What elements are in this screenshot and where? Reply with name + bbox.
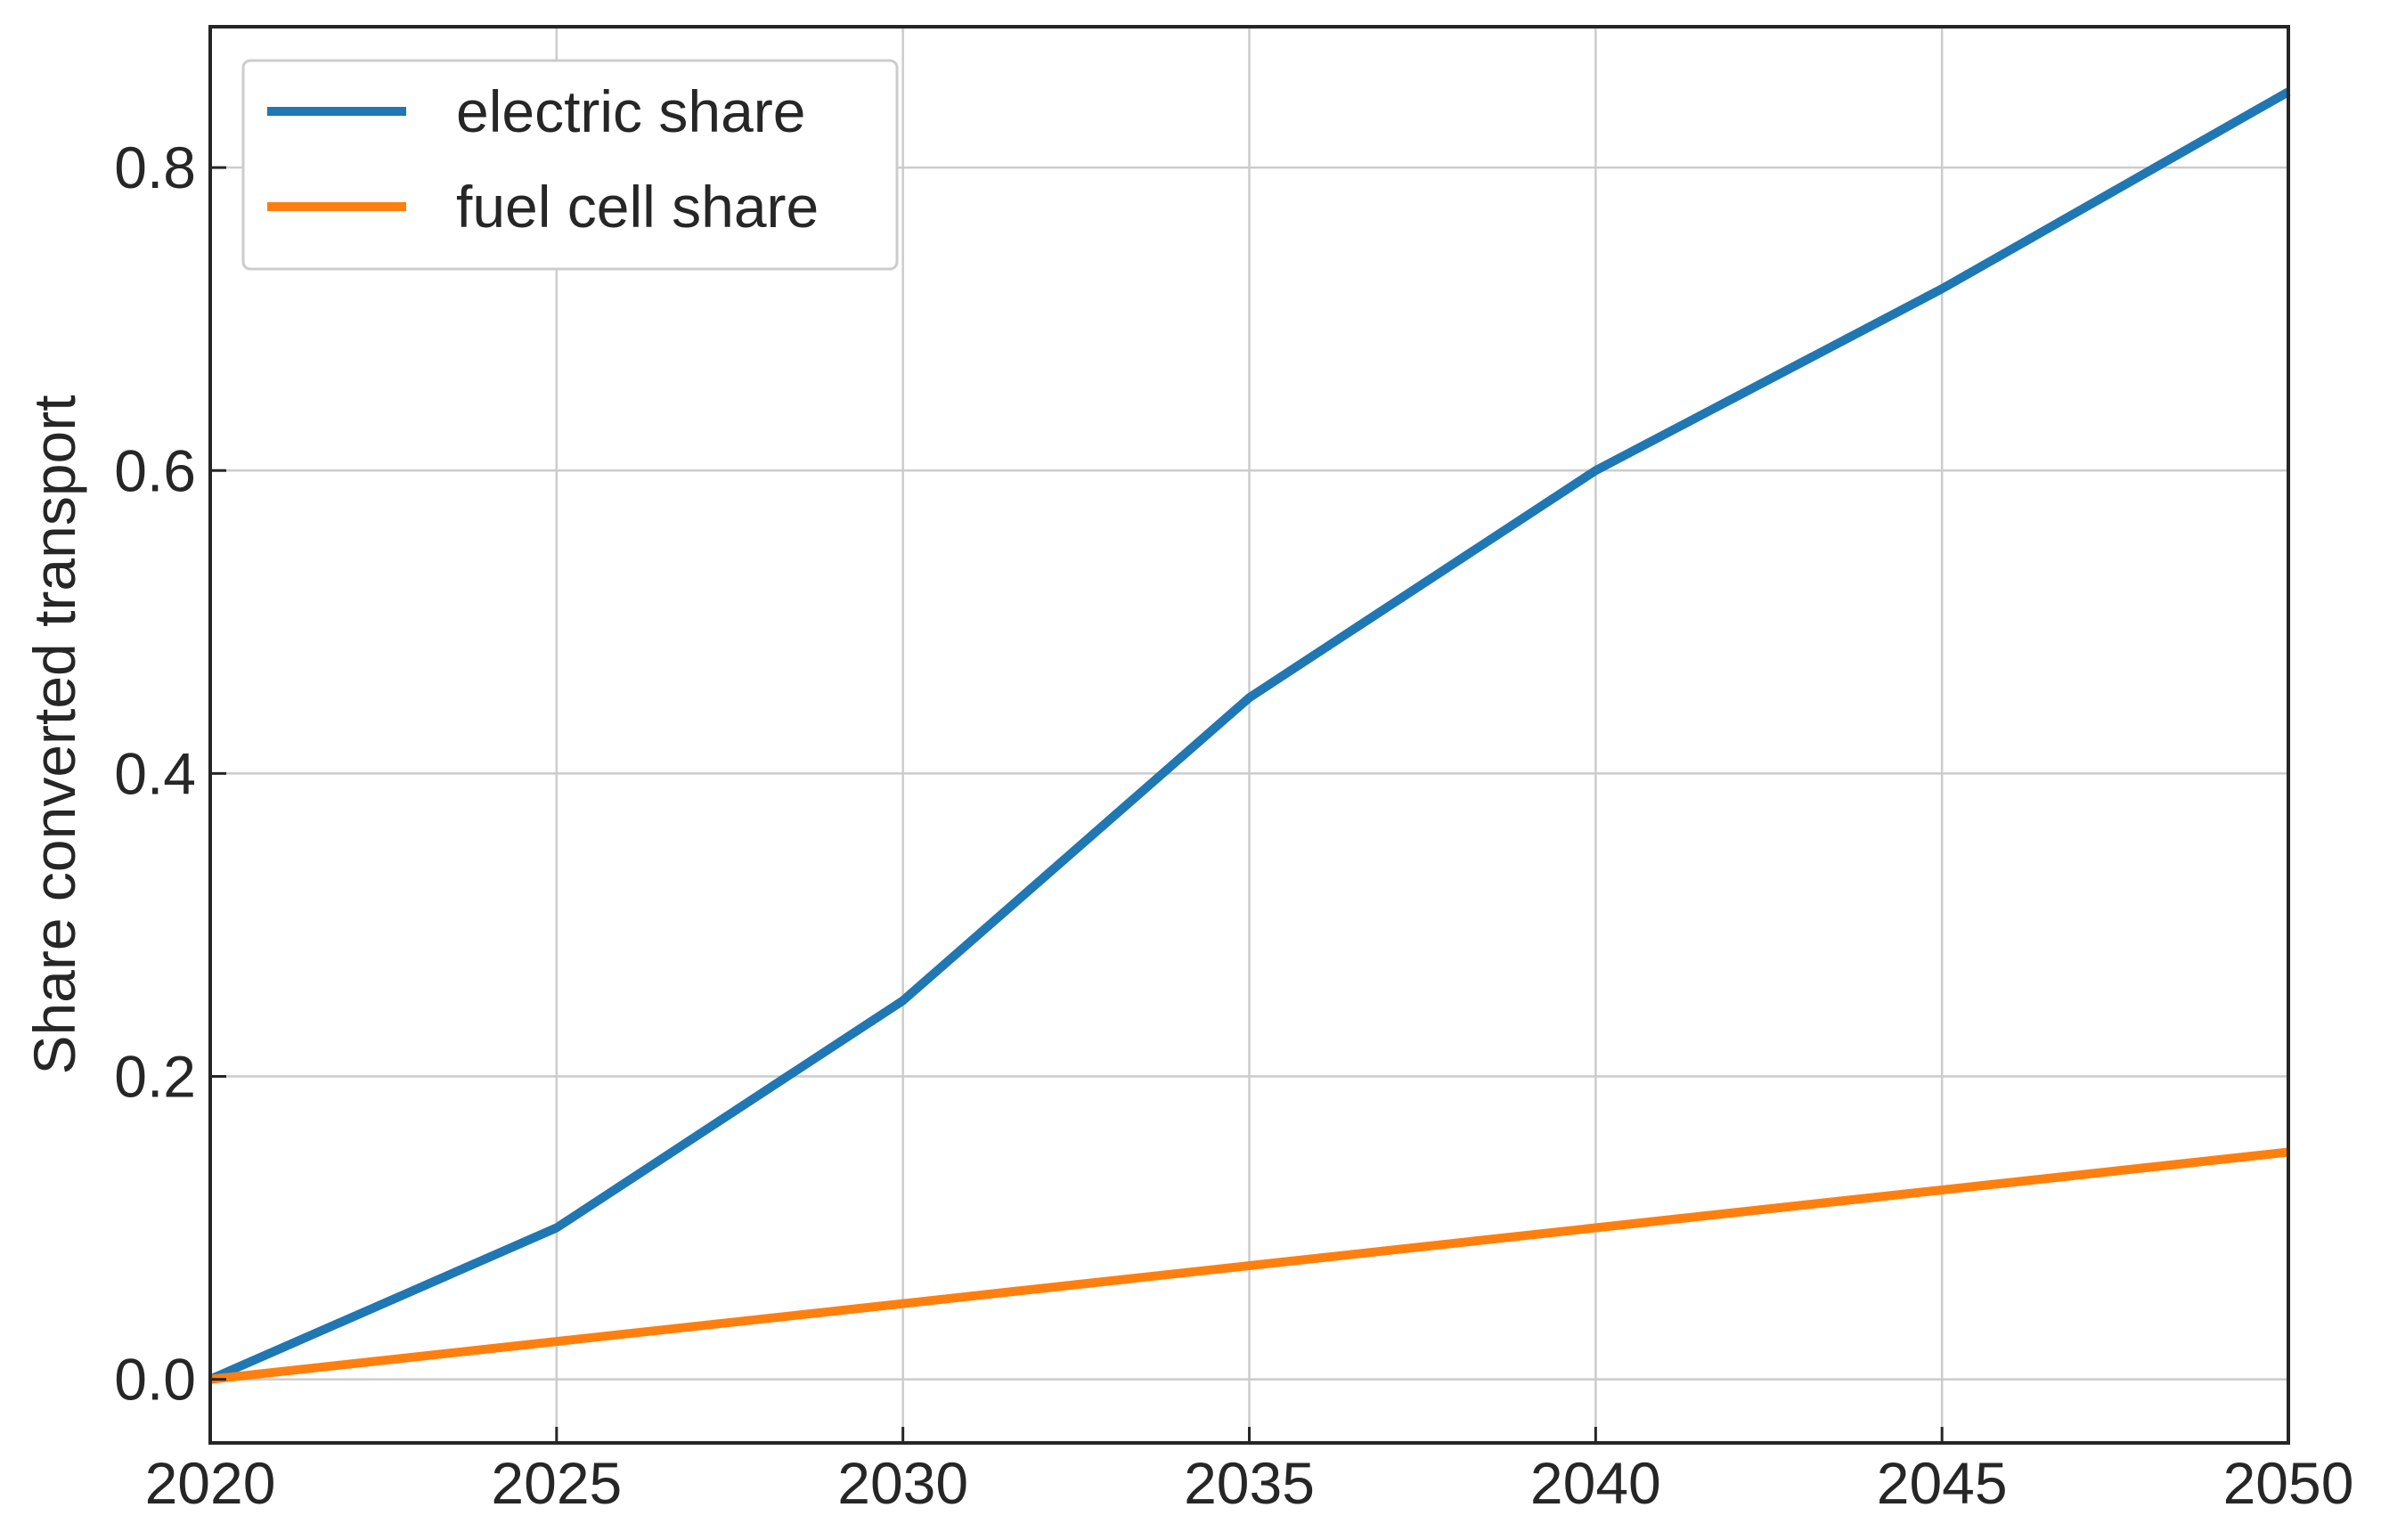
y-tick-label: 0.4 [114,740,196,806]
y-axis-label: Share converted transport [21,395,87,1074]
legend-label-electric-share: electric share [456,78,806,144]
series-line-fuel-cell-share [209,1147,2289,1384]
legend-box [241,59,899,271]
x-tick-label: 2025 [491,1450,622,1516]
series-line-electric-share [208,87,2291,1384]
x-tick-label: 2020 [145,1450,276,1516]
x-tick-label: 2035 [1184,1450,1315,1516]
tick-marks [208,166,2290,1443]
y-tick-label: 0.6 [114,437,196,503]
series-lines [208,87,2291,1384]
gridlines [208,27,2290,1443]
y-tick-label: 0.2 [114,1043,196,1109]
y-tick-label: 0.0 [114,1347,196,1413]
x-tick-label: 2045 [1877,1450,2008,1516]
x-tick-label: 2040 [1530,1450,1661,1516]
x-tick-label: 2050 [2223,1450,2354,1516]
y-tick-label: 0.8 [114,134,196,200]
x-tick-labels: 2020 2025 2030 2035 2040 2045 2050 [145,1450,2354,1516]
x-tick-label: 2030 [837,1450,968,1516]
legend-label-fuel-cell-share: fuel cell share [456,174,819,240]
y-tick-labels: 0.0 0.2 0.4 0.6 0.8 [114,134,196,1412]
legend: electric share fuel cell share [241,59,899,271]
